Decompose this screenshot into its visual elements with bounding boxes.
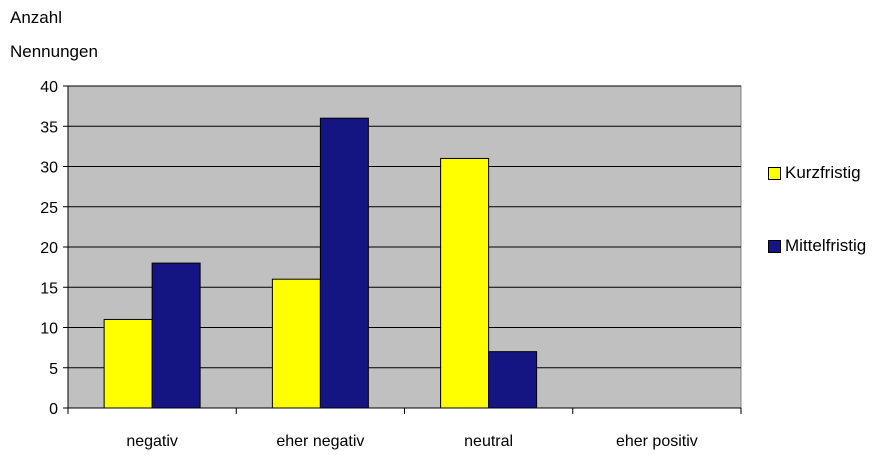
legend-swatch-kurzfristig bbox=[768, 166, 781, 180]
y-tick-label: 0 bbox=[49, 401, 58, 418]
bar-mittelfristig-0 bbox=[151, 262, 201, 409]
bar-kurzfristig-0 bbox=[103, 318, 153, 409]
y-tick-label: 25 bbox=[40, 200, 58, 217]
legend-label-mittelfristig: Mittelfristig bbox=[785, 236, 867, 255]
bar-mittelfristig-1 bbox=[319, 117, 369, 409]
bar-kurzfristig-2 bbox=[440, 157, 490, 409]
y-axis-label-line-2: Nennungen bbox=[10, 42, 98, 61]
bars bbox=[103, 117, 538, 409]
legend-item-mittelfristig: Mittelfristig bbox=[768, 236, 866, 256]
y-tick-label: 15 bbox=[40, 280, 58, 297]
y-tick-label: 20 bbox=[40, 240, 58, 257]
y-tick-label: 10 bbox=[40, 321, 58, 338]
y-tick-label: 40 bbox=[40, 79, 58, 96]
x-category-label: eher positiv bbox=[616, 433, 698, 450]
legend-swatch-mittelfristig bbox=[768, 239, 781, 253]
y-tick-label: 30 bbox=[40, 160, 58, 177]
y-tick-label: 5 bbox=[49, 361, 58, 378]
y-axis-label-line-1: Anzahl bbox=[10, 8, 62, 27]
bar-mittelfristig-2 bbox=[488, 351, 538, 409]
y-tick-label: 35 bbox=[40, 119, 58, 136]
axes: 0 5 10 15 20 25 30 35 40 negativ eher negativ neutr… bbox=[40, 79, 742, 450]
x-category-label: eher negativ bbox=[276, 433, 364, 450]
x-category-label: negativ bbox=[126, 433, 178, 450]
bar-kurzfristig-1 bbox=[271, 278, 321, 409]
legend-label-kurzfristig: Kurzfristig bbox=[785, 163, 861, 182]
legend-item-kurzfristig: Kurzfristig bbox=[768, 163, 861, 183]
x-category-label: neutral bbox=[464, 433, 513, 450]
